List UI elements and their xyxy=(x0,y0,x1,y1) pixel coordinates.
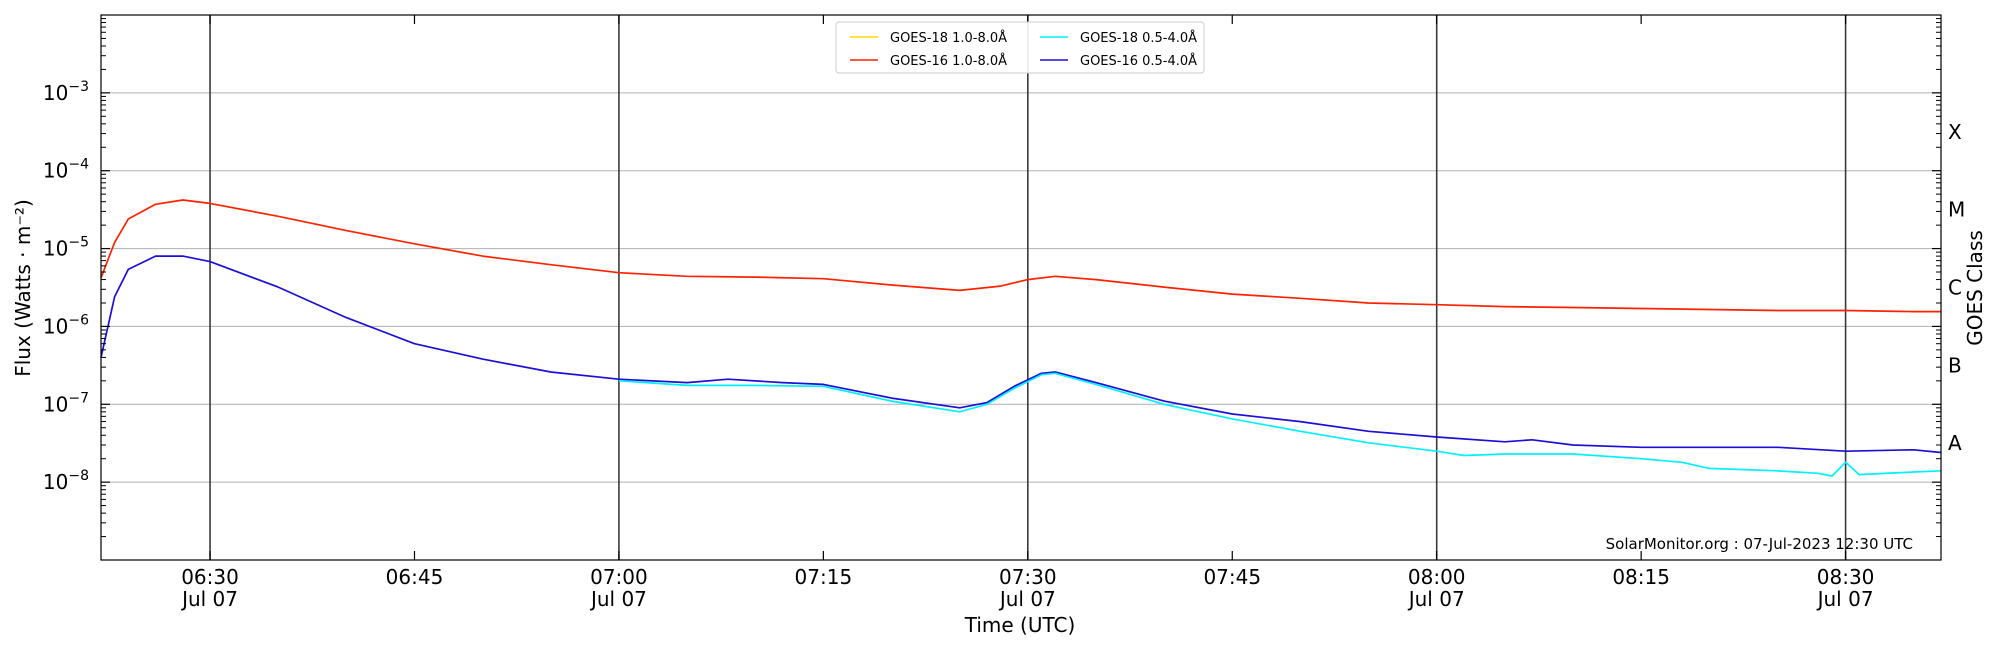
y-tick-mantissa: 10 xyxy=(43,159,68,183)
x-axis-title: Time (UTC) xyxy=(964,613,1076,637)
legend-label: GOES-16 1.0-8.0Å xyxy=(890,53,1007,69)
y-tick-labels: 10−310−410−510−610−710−8 xyxy=(43,79,89,494)
goes-class-label: A xyxy=(1948,431,1962,455)
series-line xyxy=(100,255,1942,454)
x-tick-label: 07:00 xyxy=(590,565,648,589)
y-tick-exponent: −4 xyxy=(68,157,89,173)
goes-class-labels: X M C B A xyxy=(1948,120,1965,455)
y-tick-label: 10−4 xyxy=(43,157,89,183)
grid xyxy=(101,92,1941,483)
series-line xyxy=(100,199,1941,313)
legend-label: GOES-16 0.5-4.0Å xyxy=(1080,53,1197,69)
y-tick-mantissa: 10 xyxy=(43,237,68,261)
x-tick-label: 08:15 xyxy=(1612,565,1670,589)
axis-ticks xyxy=(101,15,1941,560)
x-tick-label: 08:30 xyxy=(1817,565,1875,589)
y-tick-label: 10−8 xyxy=(43,468,89,494)
y-axis-title: Flux (Watts · m⁻²) xyxy=(11,199,35,377)
y-tick-exponent: −7 xyxy=(68,390,89,406)
y-tick-mantissa: 10 xyxy=(43,81,68,105)
vertical-time-lines xyxy=(209,15,1847,560)
goes-class-label: B xyxy=(1948,353,1962,377)
y-tick-label: 10−7 xyxy=(43,390,89,416)
y-tick-exponent: −6 xyxy=(68,312,89,328)
x-tick-label: 07:15 xyxy=(795,565,853,589)
y-tick-label: 10−6 xyxy=(43,312,89,338)
y-tick-label: 10−3 xyxy=(43,79,89,105)
y-tick-mantissa: 10 xyxy=(43,470,68,494)
legend-frame xyxy=(835,21,1205,74)
x-tick-label: 07:45 xyxy=(1203,565,1261,589)
goes-class-label: C xyxy=(1948,276,1962,300)
y-tick-exponent: −8 xyxy=(68,468,89,484)
x-tick-label: 07:30 xyxy=(999,565,1057,589)
legend-label: GOES-18 0.5-4.0Å xyxy=(1080,30,1197,46)
goes-class-label: X xyxy=(1948,120,1962,144)
y-tick-exponent: −3 xyxy=(68,79,89,95)
y-tick-mantissa: 10 xyxy=(43,392,68,416)
series-lines xyxy=(100,199,1942,477)
x-tick-date: Jul 07 xyxy=(1816,587,1874,611)
x-tick-label: 06:30 xyxy=(181,565,239,589)
y-tick-label: 10−5 xyxy=(43,235,89,261)
legend-label: GOES-18 1.0-8.0Å xyxy=(890,30,1007,46)
x-tick-date: Jul 07 xyxy=(998,587,1056,611)
x-tick-date: Jul 07 xyxy=(589,587,647,611)
plot-frame xyxy=(100,14,1942,561)
right-axis-title: GOES Class xyxy=(1963,230,1987,346)
goes-class-label: M xyxy=(1948,198,1965,222)
legend: GOES-18 1.0-8.0Å GOES-18 0.5-4.0Å GOES-16 … xyxy=(835,21,1205,74)
series-line xyxy=(618,372,1942,477)
watermark: SolarMonitor.org : 07-Jul-2023 12:30 UTC xyxy=(1606,535,1913,553)
y-tick-exponent: −5 xyxy=(68,235,89,251)
x-tick-label: 08:00 xyxy=(1408,565,1466,589)
y-tick-mantissa: 10 xyxy=(43,314,68,338)
x-tick-date: Jul 07 xyxy=(1407,587,1465,611)
x-tick-date: Jul 07 xyxy=(180,587,238,611)
x-tick-label: 06:45 xyxy=(386,565,444,589)
